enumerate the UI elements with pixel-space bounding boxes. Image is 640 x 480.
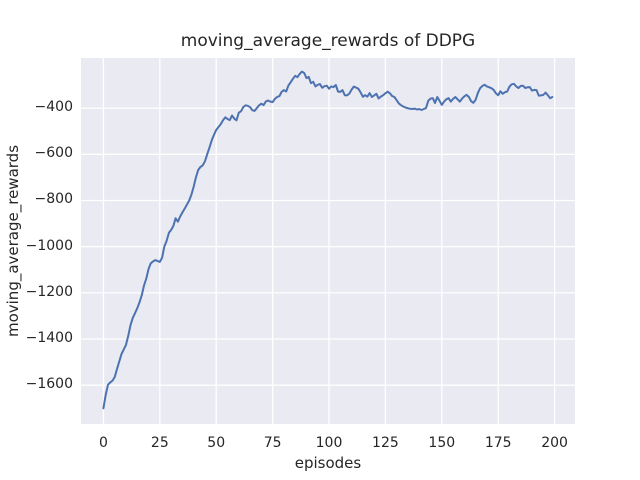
x-axis-label: episodes	[294, 454, 362, 472]
y-tick-label: −1400	[25, 330, 73, 347]
x-tick-label: 75	[263, 435, 282, 451]
y-tick-label: −1600	[25, 376, 73, 393]
y-tick-label: −1200	[25, 283, 73, 300]
y-tick-label: −400	[34, 99, 73, 116]
x-tick-label: 200	[541, 435, 568, 451]
x-tick-label: 25	[150, 435, 169, 451]
x-tick-label: 0	[98, 435, 108, 451]
x-tick-label: 50	[207, 435, 226, 451]
y-tick-label: −800	[34, 191, 73, 208]
chart-title: moving_average_rewards of DDPG	[180, 31, 476, 51]
x-tick-label: 175	[484, 435, 512, 451]
plot-area	[81, 58, 575, 424]
x-tick-label: 150	[428, 435, 456, 451]
x-tick-label: 100	[315, 435, 343, 451]
reward-line	[102, 70, 554, 410]
y-tick-label: −1000	[25, 237, 73, 254]
x-tick-label: 125	[372, 435, 399, 451]
y-tick-label: −600	[34, 145, 73, 162]
